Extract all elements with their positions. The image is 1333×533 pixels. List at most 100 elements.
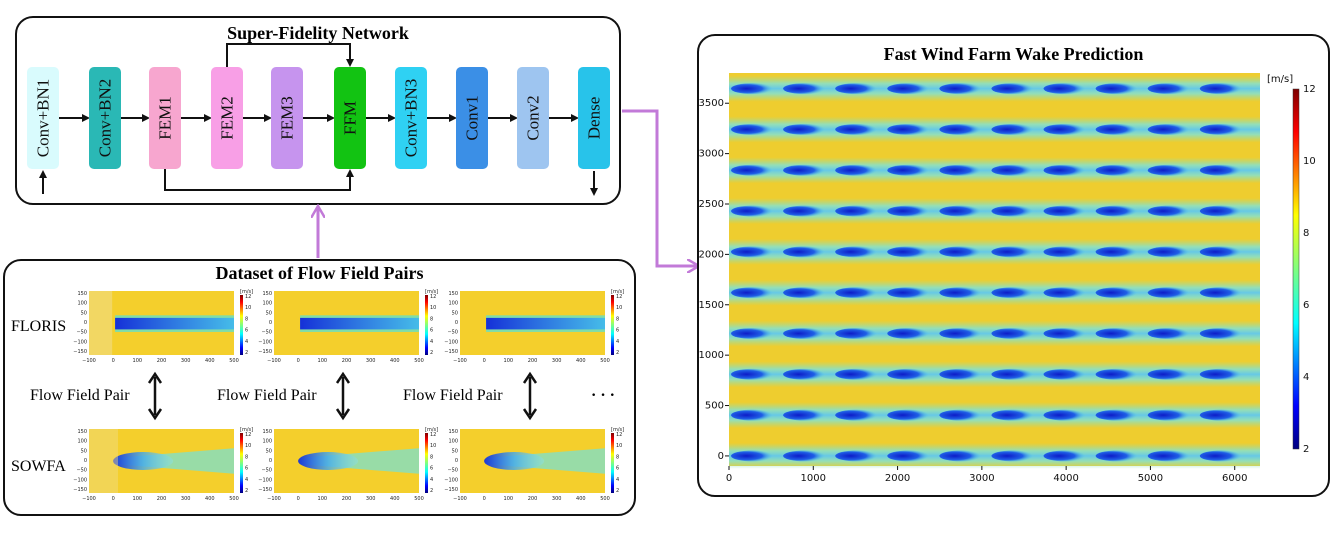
turbine-wake [1199, 83, 1244, 95]
block-box [334, 67, 366, 169]
mini-ytick: 0 [455, 320, 458, 326]
mini-ytick: 150 [262, 291, 272, 297]
mini-xtick: 500 [229, 496, 239, 502]
mini-colorbar-tick: 10 [616, 443, 622, 449]
block-fem3: FEM3 [271, 67, 303, 169]
turbine-wake [991, 368, 1036, 380]
turbine-wake [731, 327, 775, 339]
wake-core [298, 452, 359, 470]
mini-colorbar-tick: 4 [245, 477, 248, 483]
turbine-wake [991, 327, 1036, 339]
mini-xtick: 100 [318, 358, 328, 364]
turbine-wake [1043, 368, 1088, 380]
turbine-wake [939, 368, 984, 380]
turbine-wake [991, 123, 1036, 135]
block-fem2: FEM2 [211, 67, 243, 169]
y-tick-label: 3500 [699, 98, 724, 109]
mini-colorbar-tick: 8 [616, 316, 619, 322]
mini-ytick: 50 [452, 310, 458, 316]
pair-arrow-up [522, 371, 538, 384]
mini-xtick: −100 [267, 496, 281, 502]
turbine-wake [887, 368, 932, 380]
colorbar [1292, 88, 1300, 450]
network-diagram: Conv+BN1 Conv+BN2 FEM1 FEM2 FEM3 FFM Conv+BN3 C… [27, 43, 610, 196]
turbine-wake [1095, 246, 1140, 258]
mini-ytick: 150 [77, 291, 87, 297]
pair-arrow-down [147, 408, 163, 421]
mini-xtick: 0 [297, 358, 300, 364]
mini-colorbar-tick: 2 [616, 350, 619, 356]
turbine-wake [939, 327, 984, 339]
turbine-wake [731, 164, 775, 176]
wake-core [486, 317, 605, 330]
turbine-wake [1043, 450, 1088, 462]
mini-xtick: 300 [552, 496, 562, 502]
mini-colorbar-tick: 8 [430, 316, 433, 322]
wake-core [300, 317, 419, 330]
block-conv2: Conv2 [517, 67, 549, 169]
block-label: Conv+BN3 [402, 79, 421, 158]
x-tick-label: 3000 [969, 473, 994, 484]
turbine-wake [1199, 450, 1244, 462]
mini-colorbar-tick: 12 [430, 294, 436, 300]
turbine-wake [991, 409, 1036, 421]
turbine-wake [783, 123, 828, 135]
mini-colorbar-tick: 10 [430, 443, 436, 449]
dataset-title: Dataset of Flow Field Pairs [215, 263, 424, 283]
turbine-wake [991, 205, 1036, 217]
mini-colorbar-unit: [m/s] [240, 289, 253, 295]
skip-connection-bottom [164, 169, 354, 191]
block-box [578, 67, 610, 169]
turbine-wake [731, 123, 775, 135]
turbine-wake [939, 287, 984, 299]
mini-ytick: 0 [269, 458, 272, 464]
mini-ytick: 150 [448, 291, 458, 297]
turbine-wake [1043, 246, 1088, 258]
block-label: Conv+BN2 [96, 79, 115, 158]
mini-colorbar-tick: 6 [616, 328, 619, 334]
turbine-wake [887, 409, 932, 421]
wake-halo [300, 448, 419, 474]
block-label: FFM [341, 101, 360, 135]
mini-ytick: −50 [447, 468, 458, 474]
turbine-wake [783, 287, 828, 299]
turbine-wake [783, 368, 828, 380]
mini-ytick: 150 [448, 429, 458, 435]
network-to-prediction-arrow [622, 109, 697, 266]
pair-label-3: Flow Field Pair [403, 387, 503, 404]
dataset-panel: Dataset of Flow Field Pairs [3, 259, 636, 516]
inflow-noise [89, 291, 113, 355]
mini-colorbar-unit: [m/s] [425, 427, 438, 433]
turbine-wake [783, 327, 828, 339]
turbine-wake [887, 83, 932, 95]
mini-colorbar-unit: [m/s] [425, 289, 438, 295]
turbine-wake [1043, 83, 1088, 95]
turbine-wake [1095, 450, 1140, 462]
mini-ytick: −150 [258, 349, 272, 355]
mini-xtick: 300 [552, 358, 562, 364]
mini-ytick: 0 [455, 458, 458, 464]
mini-colorbar-tick: 2 [245, 488, 248, 494]
mini-ytick: −100 [73, 477, 87, 483]
pair-arrow-up [335, 371, 351, 384]
turbine-wake [1147, 246, 1192, 258]
mini-colorbar-tick: 8 [616, 454, 619, 460]
colorbar-tick: 10 [1303, 156, 1316, 167]
block-label: Conv1 [463, 95, 482, 140]
inflow-region [89, 429, 118, 493]
turbine-wake [1043, 327, 1088, 339]
mini-xtick: 0 [112, 358, 115, 364]
turbine-wake [1147, 409, 1192, 421]
turbine-wake [887, 205, 932, 217]
mini-colorbar [611, 295, 614, 355]
turbine-wake [1043, 164, 1088, 176]
block-label: Dense [585, 97, 604, 139]
mini-xtick: 500 [600, 496, 610, 502]
turbine-wake [1199, 287, 1244, 299]
block-dense: Dense [578, 67, 610, 169]
mini-xtick: 200 [342, 496, 352, 502]
wake-core [113, 452, 174, 470]
